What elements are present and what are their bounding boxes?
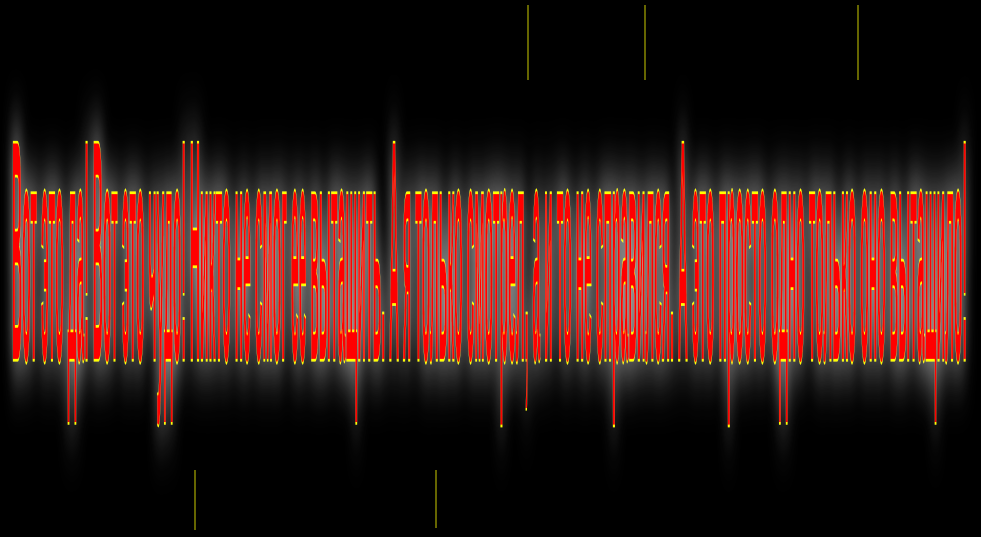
slide-title: Вот это да! Вот это чудо! Никто не смог …: [12, 75, 967, 428]
decorative-strokes: [194, 5, 859, 530]
